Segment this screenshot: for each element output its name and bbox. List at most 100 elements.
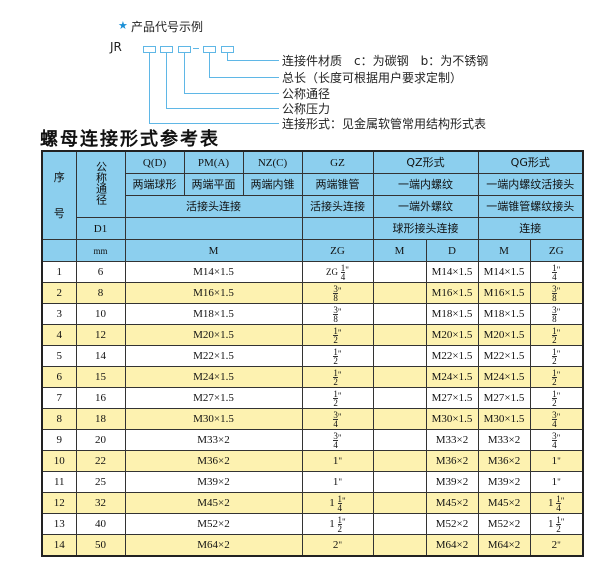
denominator: 2 (333, 334, 338, 345)
code-slot-2 (160, 46, 173, 53)
inch-mark: " (556, 285, 561, 296)
header-dn-text: 公称通径 (94, 161, 108, 205)
numerator: 1 (333, 367, 338, 378)
code-slot-3 (178, 46, 191, 53)
whole-inch: 1 (332, 476, 339, 488)
numerator: 3 (552, 430, 557, 441)
cell-m: M45×2 (124, 492, 303, 514)
header-type-qg: QG形式 (477, 150, 584, 174)
header-conn-qg: 一端锥管螺纹接头 (477, 195, 584, 218)
cell-dn: 40 (75, 513, 126, 535)
denominator: 2 (552, 397, 557, 408)
cell-qg-m: M27×1.5 (477, 387, 531, 409)
inch-mark: " (556, 369, 561, 380)
cell-zg: 1 2 " (301, 387, 374, 409)
denominator: 4 (556, 502, 561, 513)
cell-qz-m (372, 282, 427, 304)
cell-qz-d: M20×1.5 (425, 324, 479, 346)
cell-zg: 2" (301, 534, 374, 557)
table-row: 1 6 M14×1.5 ZG 1 4 " M14×1.5 M14×1.5 1 4 " (41, 261, 584, 283)
inch-mark: " (338, 456, 343, 466)
cell-qg-m: M45×2 (477, 492, 531, 514)
denominator: 2 (556, 523, 561, 534)
header-blank (41, 239, 77, 262)
numerator: 1 (340, 262, 346, 273)
cell-no: 9 (41, 429, 77, 451)
header-seq: 序号 (41, 150, 77, 240)
inch-mark: " (556, 327, 561, 338)
numerator: 1 (552, 325, 557, 336)
cell-qg-zg: 1 2 " (529, 324, 584, 346)
cell-qg-zg: 3 4 " (529, 408, 584, 430)
header-end-nz: 两端内锥 (242, 173, 303, 196)
header-type-qz: QZ形式 (372, 150, 479, 174)
header-empty-1 (124, 217, 303, 240)
inch-mark: " (557, 540, 561, 550)
header-conn-gz: 活接头连接 (301, 195, 374, 218)
cell-dn: 18 (75, 408, 126, 430)
cell-no: 13 (41, 513, 77, 535)
numerator: 1 (333, 388, 338, 399)
cell-qg-m: M30×1.5 (477, 408, 531, 430)
numerator: 1 (556, 493, 561, 504)
cell-qz-d: M36×2 (425, 450, 479, 472)
cell-qg-zg: 1 1 4 " (529, 492, 584, 514)
cell-dn: 10 (75, 303, 126, 325)
denominator: 2 (552, 355, 557, 366)
header-conn-qz: 一端外螺纹 (372, 195, 479, 218)
cell-zg: 1 1 2 " (301, 513, 374, 535)
table-row: 2 8 M16×1.5 3 8 " M16×1.5 M16×1.5 3 8 " (41, 282, 584, 304)
header-type-nz: NZ(C) (242, 150, 303, 174)
cell-m: M39×2 (124, 471, 303, 493)
inch-mark: " (337, 411, 342, 422)
cell-dn: 14 (75, 345, 126, 367)
cell-m: M22×1.5 (124, 345, 303, 367)
cell-qg-zg: 1" (529, 471, 584, 493)
code-separator (193, 48, 199, 49)
cell-qg-m: M22×1.5 (477, 345, 531, 367)
header-end-pm: 两端平面 (183, 173, 244, 196)
numerator: 3 (552, 283, 557, 294)
denominator: 2 (333, 397, 338, 408)
cell-qg-zg: 1 4 " (529, 261, 584, 283)
header-unit-zg: ZG (301, 239, 374, 262)
cell-m: M36×2 (124, 450, 303, 472)
cell-qz-d: M45×2 (425, 492, 479, 514)
label-material: 连接件材质 c：为碳钢 b：为不锈钢 (282, 54, 489, 68)
table-row: 12 32 M45×2 1 1 4 " M45×2 M45×2 1 1 4 " (41, 492, 584, 514)
numerator: 1 (552, 346, 557, 357)
zg-prefix: ZG (326, 266, 339, 277)
cell-qz-d: M30×1.5 (425, 408, 479, 430)
cell-no: 11 (41, 471, 77, 493)
denominator: 4 (552, 439, 557, 450)
header-end-qg: 一端内螺纹活接头 (477, 173, 584, 196)
whole-inch: 1 (551, 476, 558, 488)
header-end-qd: 两端球形 (124, 173, 185, 196)
cell-qg-zg: 1 2 " (529, 366, 584, 388)
table-row: 14 50 M64×2 2" M64×2 M64×2 2" (41, 534, 584, 557)
cell-qz-d: M14×1.5 (425, 261, 479, 283)
cell-qz-d: M24×1.5 (425, 366, 479, 388)
cell-m: M30×1.5 (124, 408, 303, 430)
cell-qz-m (372, 261, 427, 283)
code-example-heading: 产品代号示例 (131, 20, 204, 34)
cell-zg: 1 1 4 " (301, 492, 374, 514)
header-end-gz: 两端锥管 (301, 173, 374, 196)
cell-qg-zg: 1 1 2 " (529, 513, 584, 535)
cell-m: M14×1.5 (124, 261, 303, 283)
inch-mark: " (556, 348, 561, 359)
cell-no: 1 (41, 261, 77, 283)
header-seq-1: 序 (53, 170, 65, 184)
cell-qz-m (372, 387, 427, 409)
cell-zg: 1 2 " (301, 366, 374, 388)
header-unit-m: M (124, 239, 303, 262)
cell-qz-m (372, 471, 427, 493)
cell-qz-m (372, 408, 427, 430)
nut-connection-table: 序号 公称通径 Q(D) PM(A) NZ(C) GZ QZ形式 QG形式 两端… (41, 150, 584, 557)
cell-qg-m: M52×2 (477, 513, 531, 535)
numerator: 3 (552, 304, 557, 315)
